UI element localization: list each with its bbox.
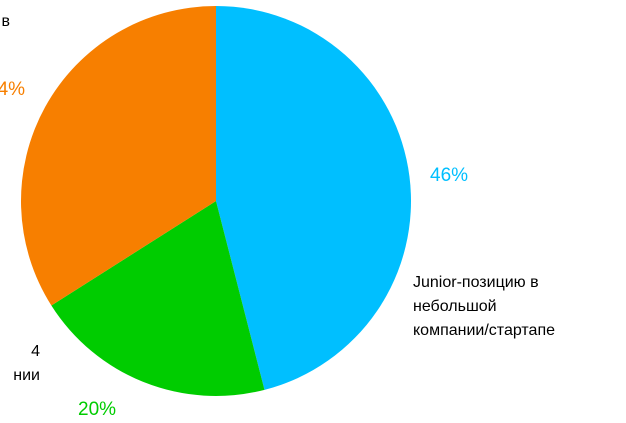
- pie-slice: [51, 201, 265, 396]
- category-label: Junior-позицию в небольшой компании/старта…: [413, 274, 555, 339]
- value-label: 20%: [78, 399, 116, 420]
- pie-slice: [216, 5, 412, 390]
- category-label: 4 нии: [13, 343, 40, 384]
- category-label: в: [2, 13, 11, 30]
- pie-slice: [20, 6, 217, 306]
- value-label: 34%: [0, 79, 25, 100]
- value-label: 46%: [430, 165, 468, 186]
